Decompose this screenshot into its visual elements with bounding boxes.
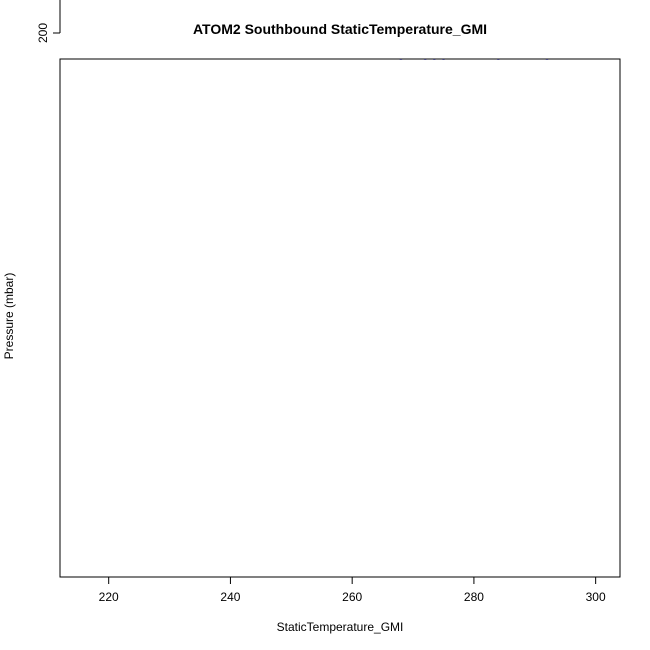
y-tick-label: 200 (36, 23, 50, 43)
x-tick-label: 240 (220, 590, 240, 604)
x-tick-label: 220 (99, 590, 119, 604)
x-axis-label: StaticTemperature_GMI (277, 620, 404, 634)
chart-title: ATOM2 Southbound StaticTemperature_GMI (193, 21, 487, 37)
y-axis-label: Pressure (mbar) (2, 273, 16, 360)
plot-frame (59, 58, 621, 578)
x-tick-label: 260 (342, 590, 362, 604)
x-tick-label: 300 (586, 590, 606, 604)
x-tick-label: 280 (464, 590, 484, 604)
